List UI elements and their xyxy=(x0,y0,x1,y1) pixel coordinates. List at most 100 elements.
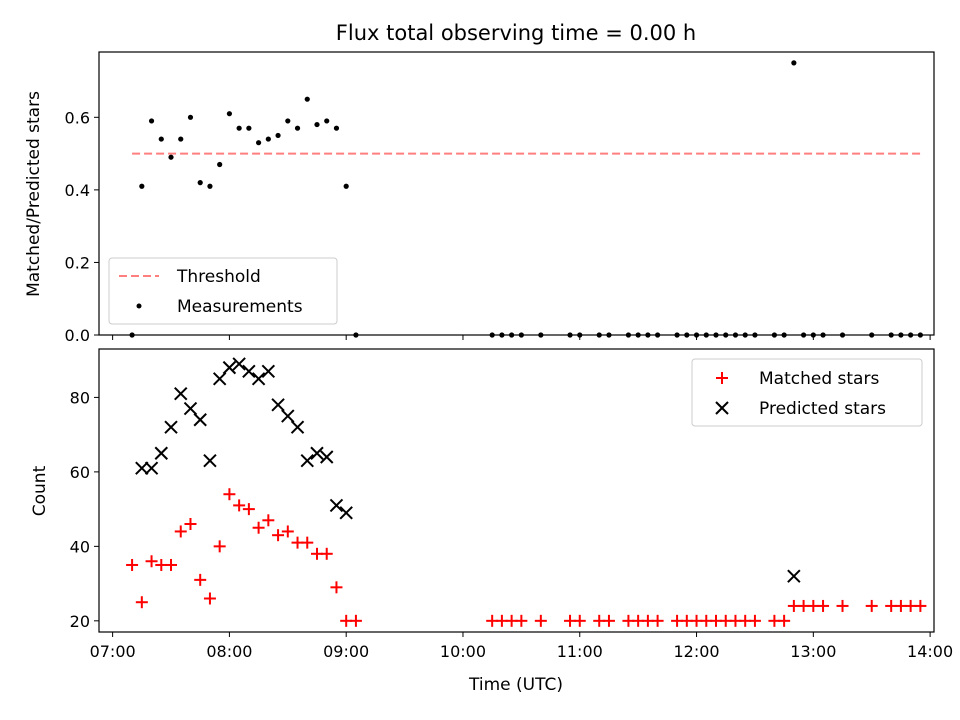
legend-matched-marker xyxy=(716,372,728,384)
ratio-plot-ylabel: Matched/Predicted stars xyxy=(24,91,44,297)
matched-star-point xyxy=(914,599,927,612)
count-xtick-label: 13:00 xyxy=(790,642,836,661)
measurement-point xyxy=(256,140,262,146)
matched-star-point xyxy=(651,614,664,627)
predicted-star-point xyxy=(164,420,178,434)
count-xtick-label: 08:00 xyxy=(206,642,252,661)
predicted-star-point xyxy=(232,357,246,371)
measurement-point xyxy=(226,111,233,117)
measurement-point xyxy=(187,114,194,120)
measurement-point xyxy=(333,125,340,131)
measurement-point xyxy=(168,154,174,160)
matched-star-point xyxy=(126,558,139,571)
matched-star-point xyxy=(836,599,849,612)
measurement-point xyxy=(197,180,203,186)
count-plot-legend: Matched stars Predicted stars xyxy=(691,358,923,427)
matched-star-point xyxy=(865,599,878,612)
measurement-point xyxy=(178,136,184,142)
ratio-ytick-label: 0.2 xyxy=(65,253,90,272)
matched-star-point xyxy=(573,614,586,627)
ratio-plot-ticks: 0.0 0.2 0.4 0.6 xyxy=(65,108,931,345)
matched-star-point xyxy=(145,555,158,568)
matched-star-point xyxy=(320,547,333,560)
count-plot-ticks: 20 40 60 80 07:00 08:00 09:00 10:00 11:00 12:00 13… xyxy=(70,388,954,661)
matched-star-point xyxy=(778,614,791,627)
measurement-point xyxy=(324,118,330,124)
measurement-point xyxy=(304,96,310,102)
predicted-star-point xyxy=(222,360,237,375)
count-plot-xlabel: Time (UTC) xyxy=(468,675,563,695)
legend-matched-label: Matched stars xyxy=(759,369,879,389)
predicted-star-point xyxy=(203,454,217,468)
matched-star-point xyxy=(817,599,830,612)
count-xtick-label: 11:00 xyxy=(557,642,603,661)
matched-star-point xyxy=(515,614,528,627)
matched-star-point xyxy=(223,488,236,501)
count-xtick-label: 12:00 xyxy=(673,642,719,661)
matched-star-point xyxy=(252,521,265,534)
legend-frame xyxy=(108,257,338,325)
measurement-point xyxy=(285,118,291,124)
measurement-point xyxy=(314,121,320,128)
legend-predicted-label: Predicted stars xyxy=(759,399,886,419)
count-plot: 20 40 60 80 07:00 08:00 09:00 10:00 11:00 12:00 13… xyxy=(30,348,954,695)
measurement-point xyxy=(294,125,301,131)
count-xtick-label: 09:00 xyxy=(323,642,369,661)
count-ytick-label: 40 xyxy=(70,537,90,556)
matched-star-point xyxy=(135,596,148,609)
ratio-ytick-label: 0.0 xyxy=(65,326,90,345)
count-xtick-label: 14:00 xyxy=(907,642,953,661)
ratio-plot: Flux total observing time = 0.00 h 0.00.… xyxy=(24,21,935,345)
legend-measurements-label: Measurements xyxy=(177,297,303,317)
ratio-plot-legend: Threshold Measurements xyxy=(108,257,338,325)
predicted-star-point xyxy=(135,461,149,475)
matched-star-point xyxy=(534,614,547,627)
matched-star-point xyxy=(242,503,255,516)
predicted-star-point xyxy=(144,461,159,475)
matched-star-point xyxy=(301,536,314,549)
count-ytick-label: 20 xyxy=(70,612,90,631)
legend-measurements-marker xyxy=(136,303,142,309)
count-xtick-label: 10:00 xyxy=(440,642,486,661)
count-plot-frame xyxy=(98,348,935,633)
measurement-point xyxy=(265,136,271,142)
measurement-point xyxy=(791,60,797,66)
ratio-ytick-label: 0.6 xyxy=(65,108,90,127)
ratio-plot-frame xyxy=(98,51,935,336)
predicted-star-point xyxy=(261,364,276,379)
count-ytick-label: 80 xyxy=(70,388,90,407)
predicted-star-point xyxy=(183,401,198,416)
count-xtick-label: 07:00 xyxy=(90,642,136,661)
matched-star-point xyxy=(184,518,197,531)
predicted-star-point xyxy=(290,420,305,434)
predicted-star-point xyxy=(193,413,207,427)
predicted-star-point xyxy=(154,446,168,460)
predicted-star-point xyxy=(310,446,324,460)
predicted-star-point xyxy=(174,386,188,401)
matched-star-point xyxy=(349,614,362,627)
predicted-star-point xyxy=(212,372,227,386)
measurement-point xyxy=(217,161,223,168)
measurement-point xyxy=(148,118,155,124)
measurement-point xyxy=(343,183,349,189)
matched-star-point xyxy=(174,525,187,538)
matched-star-point xyxy=(281,525,294,538)
predicted-star-point xyxy=(300,454,314,468)
matched-star-point xyxy=(213,540,226,553)
legend-predicted-marker xyxy=(715,401,729,415)
measurement-point xyxy=(275,132,281,139)
predicted-star-point xyxy=(271,398,285,412)
measurement-point xyxy=(158,136,164,142)
matched-star-point xyxy=(262,514,275,527)
predicted-star-point xyxy=(242,364,256,379)
legend-threshold-label: Threshold xyxy=(176,267,261,287)
matched-star-point xyxy=(233,499,246,512)
count-ytick-label: 60 xyxy=(70,463,90,482)
predicted-star-point xyxy=(329,498,344,513)
matched-star-point xyxy=(272,529,285,542)
predicted-star-point xyxy=(339,506,353,520)
predicted-star-point xyxy=(787,569,801,583)
predicted-star-point xyxy=(281,409,295,423)
ratio-ytick-label: 0.4 xyxy=(65,181,90,200)
